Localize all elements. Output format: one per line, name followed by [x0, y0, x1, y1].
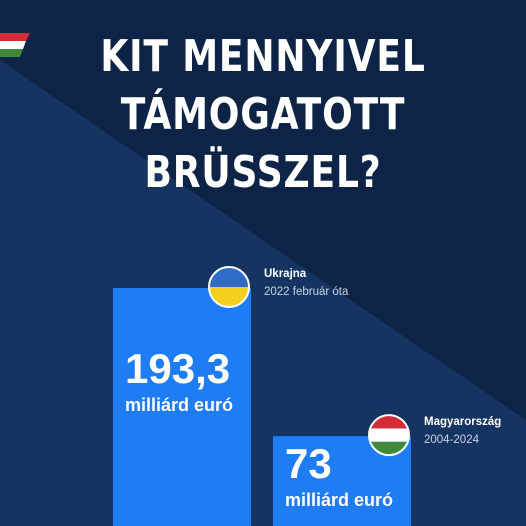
page-title: KIT MENNYIVEL TÁMOGATOTT BRÜSSZEL? — [47, 28, 478, 202]
bar-value-label: 193,3 — [125, 345, 230, 392]
title-line: TÁMOGATOTT — [120, 89, 406, 140]
hungary-flag-icon — [368, 414, 410, 457]
flag-border — [368, 414, 410, 457]
flag-stripe — [369, 428, 409, 442]
ukraine-flag-icon — [208, 266, 250, 308]
flag-stripe — [209, 287, 249, 307]
bar-value-label: 73 — [285, 440, 332, 487]
category-subtitle: 2004-2024 — [424, 434, 480, 446]
flag-stripe — [209, 267, 249, 287]
bar-ukrajna — [113, 288, 251, 526]
bar-unit-label: milliárd euró — [285, 490, 393, 510]
title-line: BRÜSSZEL? — [144, 147, 382, 198]
category-subtitle: 2022 február óta — [264, 286, 349, 298]
bar-unit-label: milliárd euró — [125, 395, 233, 415]
title-line: KIT MENNYIVEL — [100, 31, 426, 82]
hungary-corner-flag-icon — [0, 33, 30, 57]
category-label: Magyarország — [424, 416, 501, 428]
flag-border — [208, 266, 250, 308]
category-label: Ukrajna — [264, 268, 307, 280]
